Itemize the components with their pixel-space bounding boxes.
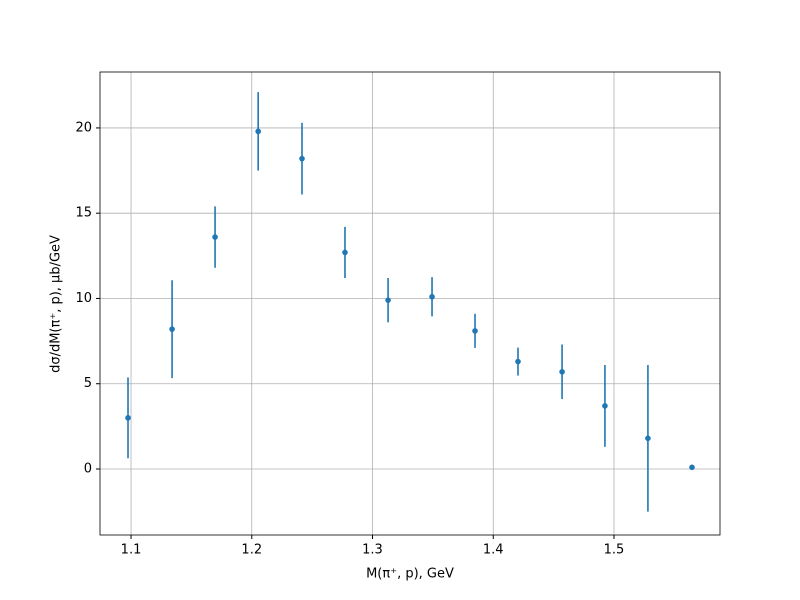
x-tick-label: 1.4 <box>483 543 504 558</box>
point <box>212 234 218 240</box>
point <box>385 297 391 303</box>
point <box>645 435 651 442</box>
point <box>125 415 131 421</box>
y-tick-label: 20 <box>75 120 92 135</box>
plot-frame <box>99 71 721 536</box>
point <box>515 358 521 365</box>
y-tick-label: 10 <box>75 291 92 306</box>
point <box>602 403 608 409</box>
x-tick-label: 1.2 <box>241 543 262 558</box>
y-tick-label: 5 <box>84 376 92 391</box>
x-axis-label: M(π⁺, p), GeV <box>366 567 454 582</box>
point <box>472 328 478 334</box>
x-tick-label: 1.5 <box>604 543 625 558</box>
y-axis-label: dσ/dM(π⁺, p), μb/GeV <box>49 235 64 373</box>
point <box>429 293 435 300</box>
point <box>169 326 175 332</box>
x-tick-label: 1.1 <box>121 543 142 558</box>
y-tick-label: 15 <box>75 206 92 221</box>
point <box>255 128 261 135</box>
y-tick-label: 0 <box>84 462 92 477</box>
point <box>299 155 305 162</box>
point <box>342 249 348 256</box>
point <box>559 368 565 375</box>
point <box>689 464 695 471</box>
x-tick-label: 1.3 <box>362 543 383 558</box>
